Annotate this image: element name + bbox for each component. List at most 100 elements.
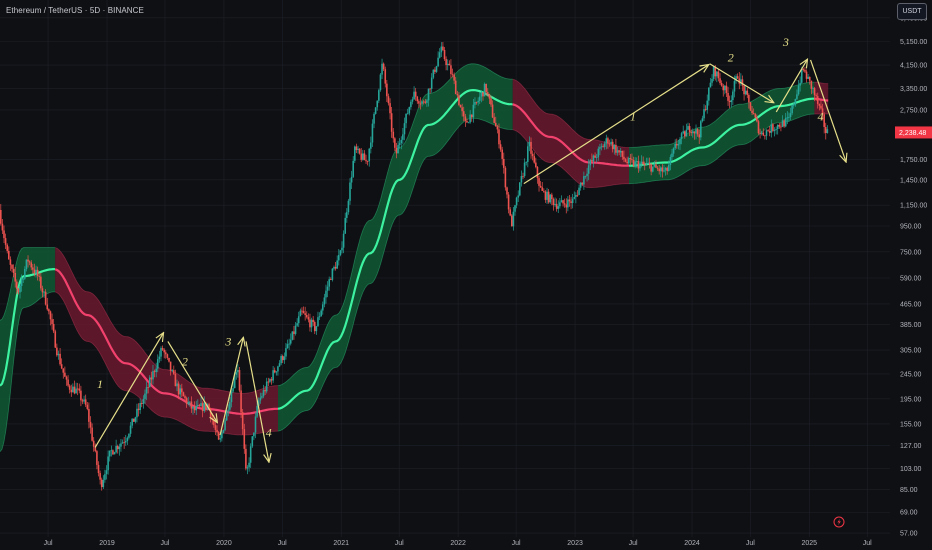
candle-body — [318, 316, 321, 318]
candle-down — [281, 354, 284, 363]
candle-body — [599, 147, 601, 149]
candle-body — [672, 148, 675, 154]
candle-body — [453, 74, 455, 81]
candle-up — [265, 377, 268, 394]
band-upper-edge — [277, 63, 513, 386]
candle-body — [767, 130, 769, 132]
wave-arrow — [94, 333, 163, 448]
candle-up — [222, 429, 225, 434]
candle-body — [99, 473, 101, 480]
candle-body — [245, 448, 247, 469]
candle-body — [35, 269, 37, 274]
candle-down — [44, 289, 47, 306]
candle-body — [184, 396, 186, 399]
candle-down — [493, 113, 495, 124]
candle-body — [478, 96, 481, 101]
candle-body — [499, 144, 502, 150]
candle-up — [128, 433, 130, 440]
candle-down — [530, 137, 532, 159]
candle-body — [735, 76, 737, 82]
currency-selector[interactable]: USDT — [897, 3, 927, 20]
candle-down — [725, 81, 728, 97]
lightning-bolt-glyph — [837, 518, 841, 526]
candle-body — [181, 388, 183, 393]
candle-up — [695, 124, 697, 140]
candle-body — [405, 113, 407, 124]
candle-down — [11, 264, 13, 273]
candle-body — [568, 199, 571, 202]
candle-down — [386, 79, 388, 103]
candle-up — [152, 364, 154, 385]
candle-up — [796, 89, 798, 101]
candle-body — [91, 427, 93, 441]
candle-up — [350, 170, 353, 190]
candle-down — [67, 375, 69, 388]
candle-down — [749, 102, 752, 111]
candle-body — [92, 440, 95, 447]
candle-body — [528, 141, 531, 147]
candle-body — [358, 148, 361, 154]
candle-down — [642, 156, 644, 166]
candle-up — [528, 136, 531, 152]
band-fill-up — [0, 247, 56, 452]
candle-body — [567, 199, 569, 208]
price-tick-label: 1,150.00 — [900, 203, 927, 210]
candle-body — [808, 76, 811, 81]
candle-down — [618, 150, 620, 156]
candle-down — [64, 366, 66, 377]
candle-body — [264, 389, 266, 392]
candle-body — [507, 194, 510, 210]
time-tick-label: Jul — [278, 540, 287, 547]
candle-down — [820, 100, 822, 110]
candle-body — [190, 401, 193, 409]
price-axis[interactable]: 6,400.005,150.004,150.003,350.002,750.00… — [890, 0, 932, 550]
candle-up — [781, 115, 784, 128]
candle-down — [563, 198, 566, 208]
candle-body — [12, 268, 15, 273]
candle-body — [610, 141, 612, 144]
candle-body — [616, 150, 619, 153]
candle-up — [410, 99, 412, 110]
candle-down — [358, 148, 361, 155]
candle-body — [128, 433, 130, 438]
candle-body — [475, 102, 478, 103]
candle-body — [30, 262, 33, 268]
candle-down — [419, 97, 422, 110]
candle-body — [233, 374, 236, 389]
candle-body — [427, 88, 430, 101]
candle-body — [257, 400, 260, 407]
flash-button[interactable] — [833, 516, 845, 528]
candle-down — [810, 80, 813, 95]
candle-body — [297, 316, 300, 324]
candle-body — [56, 347, 58, 356]
candle-body — [791, 105, 793, 114]
candle-body — [818, 103, 821, 106]
candle-body — [8, 250, 10, 260]
candle-body — [285, 348, 287, 357]
candle-body — [684, 131, 686, 137]
candle-body — [685, 129, 688, 137]
candle-up — [635, 157, 638, 168]
candle-body — [113, 452, 116, 455]
candle-body — [434, 69, 436, 72]
candle-up — [347, 198, 350, 215]
candle-body — [24, 268, 26, 279]
candle-body — [506, 187, 508, 195]
candle-down — [65, 375, 68, 386]
candle-body — [509, 209, 511, 216]
time-tick-label: Jul — [512, 540, 521, 547]
candle-body — [794, 99, 797, 105]
candle-body — [706, 100, 709, 110]
time-axis[interactable]: Jul 2019 Jul 2020 Jul 2021 Jul 2022 Jul 2023 Jul 20… — [44, 540, 873, 547]
candle-up — [317, 311, 319, 327]
candle-up — [333, 265, 335, 271]
candle-up — [192, 406, 194, 415]
candle-body — [379, 74, 382, 91]
candle-body — [634, 161, 636, 166]
time-tick-label: Jul — [629, 540, 638, 547]
candle-down — [823, 112, 825, 134]
candle-down — [14, 267, 17, 288]
candle-body — [643, 164, 646, 165]
candle-body — [826, 129, 829, 134]
